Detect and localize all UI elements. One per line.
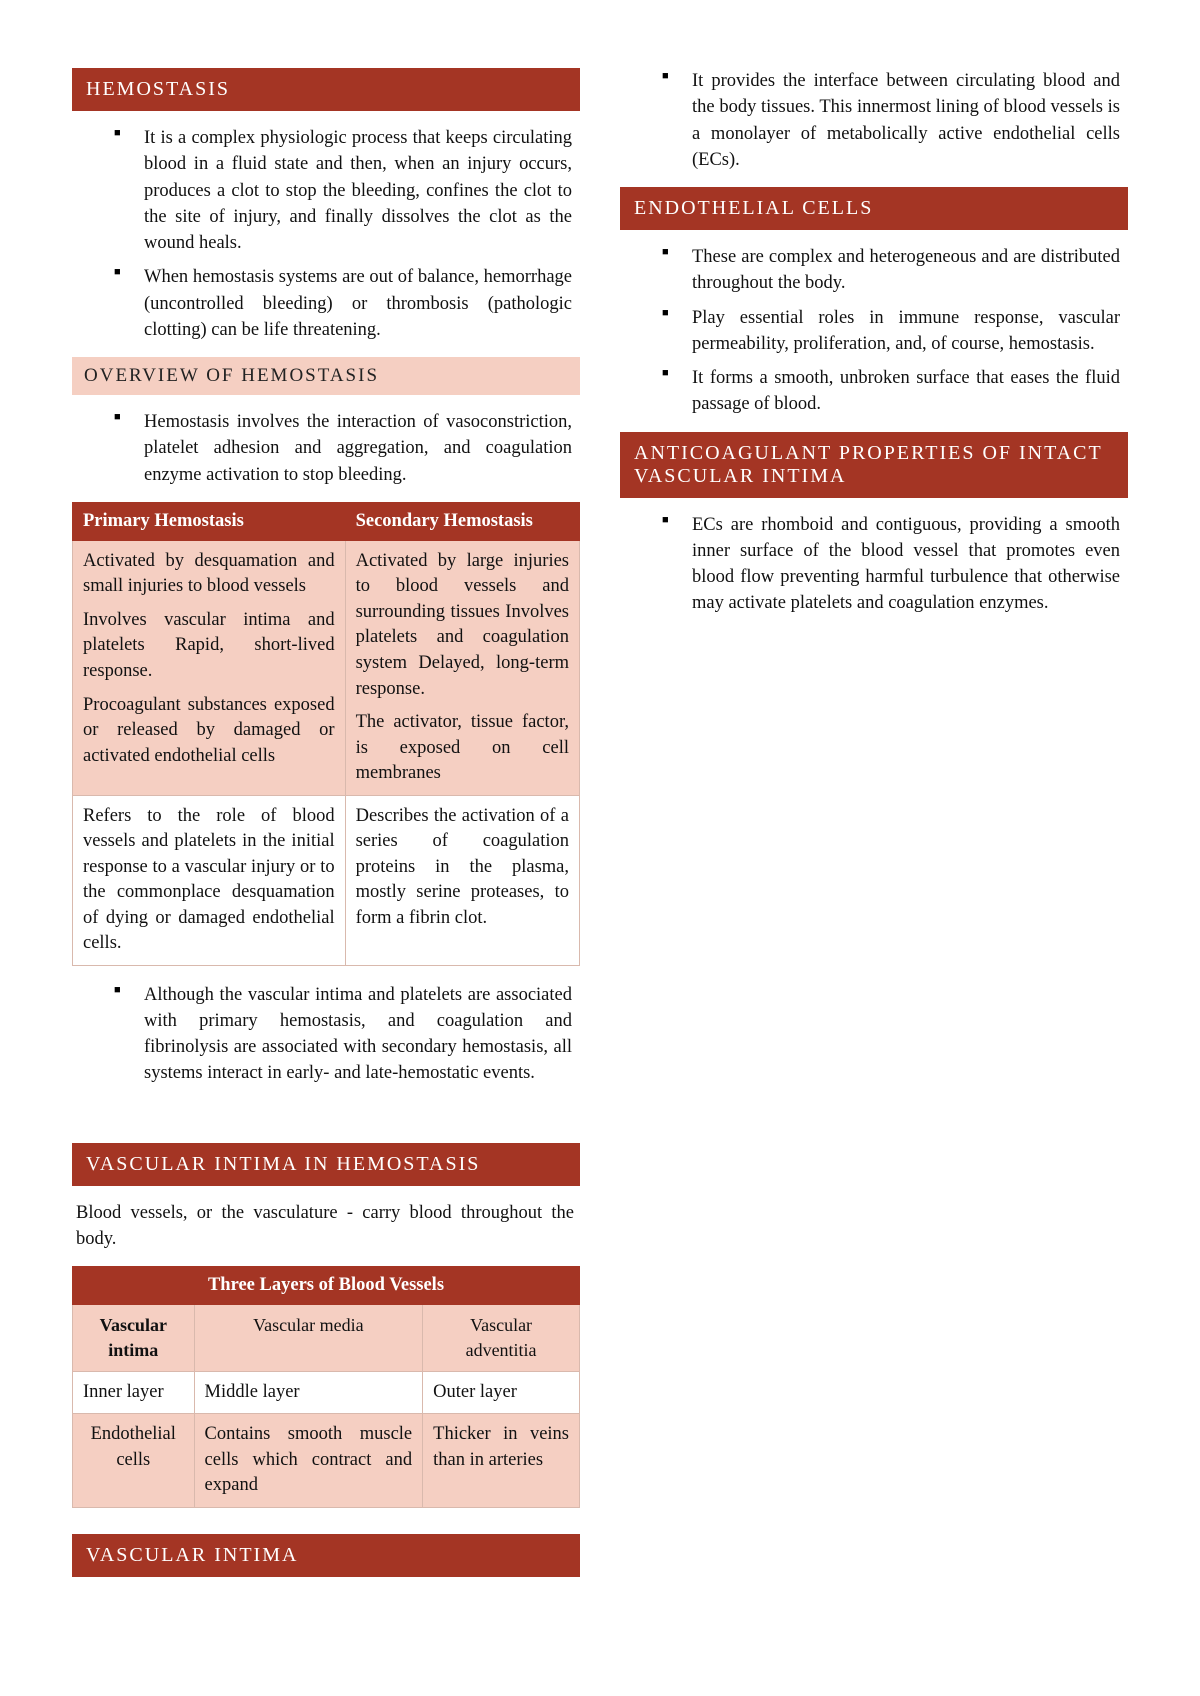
cell-paragraph: Involves vascular intima and platelets R…	[83, 608, 335, 685]
after-table-bullets: Although the vascular intima and platele…	[72, 982, 580, 1087]
table-cell: Thicker in veins than in arteries	[423, 1414, 580, 1508]
anticoag-bullets: ECs are rhomboid and contiguous, providi…	[620, 512, 1128, 617]
heading-anticoagulant-properties: ANTICOAGULANT PROPERTIES OF INTACT VASCU…	[620, 432, 1128, 498]
layers-table: Three Layers of Blood Vessels Vascular i…	[72, 1266, 580, 1508]
heading-vascular-intima: VASCULAR INTIMA	[72, 1534, 580, 1577]
heading-vascular-intima-in-hemostasis: VASCULAR INTIMA IN HEMOSTASIS	[72, 1143, 580, 1186]
col-header: Vascular adventitia	[423, 1305, 580, 1372]
endothelial-bullets: These are complex and heterogeneous and …	[620, 244, 1128, 418]
list-item: Although the vascular intima and platele…	[144, 982, 572, 1087]
list-item: ECs are rhomboid and contiguous, providi…	[692, 512, 1120, 617]
col-header: Vascular intima	[73, 1305, 195, 1372]
col-header: Vascular media	[194, 1305, 423, 1372]
list-item: These are complex and heterogeneous and …	[692, 244, 1120, 297]
subheading-overview: OVERVIEW OF HEMOSTASIS	[72, 357, 580, 395]
col-header-secondary: Secondary Hemostasis	[345, 502, 579, 540]
list-item: Play essential roles in immune response,…	[692, 305, 1120, 358]
table-cell: Contains smooth muscle cells which contr…	[194, 1414, 423, 1508]
table-cell: Activated by desquamation and small inju…	[73, 540, 346, 795]
spacer	[72, 1524, 580, 1534]
hemostasis-table: Primary Hemostasis Secondary Hemostasis …	[72, 502, 580, 966]
heading-endothelial-cells: ENDOTHELIAL CELLS	[620, 187, 1128, 230]
cell-paragraph: Activated by large injuries to blood ves…	[356, 549, 569, 702]
table-cell: Inner layer	[73, 1371, 195, 1414]
table-cell: Endothelial cells	[73, 1414, 195, 1508]
col-header-primary: Primary Hemostasis	[73, 502, 346, 540]
table-cell: Outer layer	[423, 1371, 580, 1414]
cell-paragraph: The activator, tissue factor, is exposed…	[356, 710, 569, 787]
vascular-intima-bullets: It provides the interface between circul…	[620, 68, 1128, 173]
spacer	[72, 1101, 580, 1133]
table-cell: Describes the activation of a series of …	[345, 795, 579, 965]
list-item: It forms a smooth, unbroken surface that…	[692, 365, 1120, 418]
list-item: It provides the interface between circul…	[692, 68, 1120, 173]
table-cell: Middle layer	[194, 1371, 423, 1414]
hemostasis-bullets: It is a complex physiologic process that…	[72, 125, 580, 343]
heading-hemostasis: HEMOSTASIS	[72, 68, 580, 111]
list-item: When hemostasis systems are out of balan…	[144, 264, 572, 343]
table-cell: Refers to the role of blood vessels and …	[73, 795, 346, 965]
list-item: It is a complex physiologic process that…	[144, 125, 572, 256]
table-caption: Three Layers of Blood Vessels	[73, 1267, 580, 1305]
overview-bullets: Hemostasis involves the interaction of v…	[72, 409, 580, 488]
page-two-column-layout: HEMOSTASIS It is a complex physiologic p…	[72, 68, 1128, 1628]
cell-paragraph: Procoagulant substances exposed or relea…	[83, 693, 335, 770]
table-cell: Activated by large injuries to blood ves…	[345, 540, 579, 795]
list-item: Hemostasis involves the interaction of v…	[144, 409, 572, 488]
intro-paragraph: Blood vessels, or the vasculature - carr…	[76, 1200, 574, 1253]
cell-paragraph: Activated by desquamation and small inju…	[83, 549, 335, 600]
